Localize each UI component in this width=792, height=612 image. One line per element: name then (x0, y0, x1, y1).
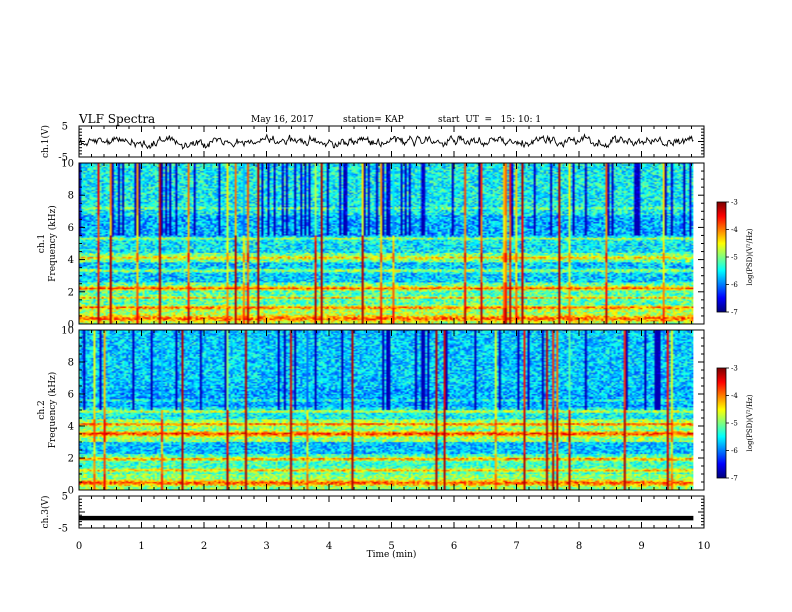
y-axis-label: ch.1(V) (40, 125, 51, 158)
spectrogram-image-ch2 (79, 330, 694, 490)
colorbar-gradient (717, 368, 726, 478)
x-tick-label: 4 (326, 541, 332, 552)
colorbar-tick-label: -5 (731, 420, 738, 428)
colorbar-tick-label: -3 (731, 365, 738, 373)
colorbar-gradient (717, 202, 726, 312)
x-tick-label: 7 (513, 541, 519, 552)
start-time-label: start UT = 15: 10: 1 (438, 115, 542, 125)
y-tick-label: 6 (68, 223, 74, 234)
colorbar-tick-label: -3 (731, 199, 738, 207)
colorbar-tick-label: -4 (731, 226, 738, 234)
y-tick-label: 2 (68, 287, 74, 298)
waveform-traces (78, 133, 694, 521)
y-tick-label: 4 (68, 422, 74, 433)
y-axis-label-channel: ch.2 (37, 400, 47, 419)
colorbars: -3 -4 -5 -6 -7 log(PSD)(V²/Hz) -3 -4 -5 -6 -7 log(P… (716, 199, 754, 483)
colorbar-tick-label: -7 (731, 309, 738, 317)
y-tick-label: 10 (61, 159, 74, 170)
y-axis-label: ch.3(V) (40, 496, 51, 529)
x-tick-label: 3 (263, 541, 269, 552)
x-tick-label: 9 (638, 541, 644, 552)
ch1-waveform-trace (78, 133, 694, 150)
y-tick-label: 2 (68, 454, 74, 465)
x-tick-label: 5 (388, 541, 394, 552)
colorbar-label: log(PSD)(V²/Hz) (746, 228, 754, 285)
y-tick-label: 5 (62, 492, 68, 503)
y-tick-label: -5 (58, 524, 68, 535)
colorbar-tick-label: -7 (731, 475, 738, 483)
colorbar-tick-label: -6 (731, 281, 738, 289)
x-tick-label: 6 (451, 541, 457, 552)
x-axis-label: Time (min) (367, 549, 417, 560)
y-tick-label: 10 (61, 326, 74, 337)
y-tick-label: 4 (68, 255, 74, 266)
y-tick-label: 5 (62, 122, 68, 133)
colorbar-tick-label: -4 (731, 392, 738, 400)
y-tick-label: 0 (68, 486, 74, 497)
x-tick-label: 10 (698, 541, 711, 552)
y-axis-label-frequency: Frequency (kHz) (47, 205, 58, 282)
x-tick-label: 1 (138, 541, 144, 552)
y-tick-label: 0 (68, 320, 74, 331)
chart-title: VLF Spectra (79, 112, 156, 126)
x-tick-label: 2 (201, 541, 207, 552)
y-tick-label: 8 (68, 358, 74, 369)
spectrogram-image-ch1 (79, 163, 694, 324)
y-tick-label: 8 (68, 191, 74, 202)
colorbar-label: log(PSD)(V²/Hz) (746, 394, 754, 451)
y-tick-label: -5 (58, 153, 68, 164)
y-tick-label: 6 (68, 390, 74, 401)
x-tick-label: 8 (576, 541, 582, 552)
axis-ticks (78, 125, 705, 529)
y-axis-label-frequency: Frequency (kHz) (47, 372, 58, 449)
date-label: May 16, 2017 (251, 115, 314, 125)
colorbar-tick-label: -5 (731, 254, 738, 262)
x-tick-label: 0 (76, 541, 82, 552)
y-axis-label-channel: ch.1 (37, 234, 47, 253)
spectrogram-images (79, 163, 694, 490)
station-label: station= KAP (343, 115, 404, 125)
colorbar-tick-label: -6 (731, 447, 738, 455)
